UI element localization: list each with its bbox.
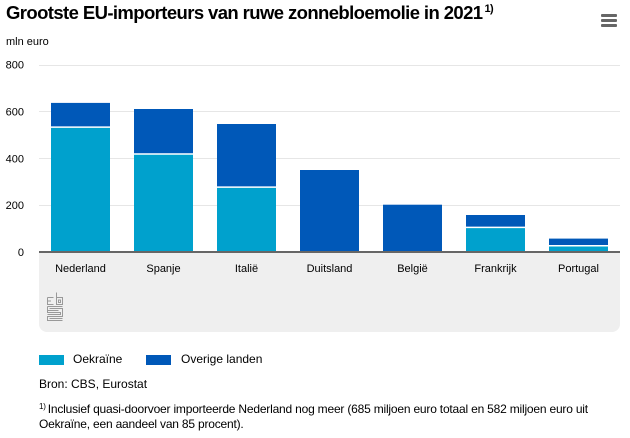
bar-overige-landen-belgië[interactable] bbox=[383, 204, 442, 252]
chart-svg: 0 200 400 600 800 Nederland Spanje Italië Duits… bbox=[6, 60, 620, 332]
bar-overige-landen-nederland[interactable] bbox=[51, 102, 110, 127]
x-axis-panel bbox=[39, 253, 620, 332]
title-footnote-marker: 1) bbox=[484, 3, 494, 15]
chart-title: Grootste EU-importeurs van ruwe zonneblo… bbox=[6, 2, 494, 24]
legend-swatch-overige-landen bbox=[146, 355, 171, 365]
source-text: Bron: CBS, Eurostat bbox=[39, 377, 148, 391]
bar-oekraine-spanje[interactable] bbox=[134, 154, 193, 252]
x-tick-label: België bbox=[397, 263, 428, 275]
hamburger-menu-icon[interactable] bbox=[600, 13, 619, 28]
y-tick-label: 400 bbox=[6, 153, 24, 165]
x-tick-label: Duitsland bbox=[307, 263, 353, 275]
bar-overige-landen-duitsland[interactable] bbox=[300, 170, 359, 252]
bar-oekraine-nederland[interactable] bbox=[51, 127, 110, 252]
legend-swatch-oekraine bbox=[39, 355, 64, 365]
y-tick-label: 200 bbox=[6, 200, 24, 212]
y-tick-label: 0 bbox=[18, 247, 24, 259]
bar-overige-landen-italië[interactable] bbox=[217, 124, 276, 187]
bar-overige-landen-spanje[interactable] bbox=[134, 109, 193, 154]
x-tick-label: Nederland bbox=[55, 263, 106, 275]
x-tick-label: Frankrijk bbox=[474, 263, 517, 275]
x-axis-panel-top bbox=[39, 253, 620, 263]
bar-oekraine-frankrijk[interactable] bbox=[466, 227, 525, 252]
x-tick-label: Spanje bbox=[146, 263, 180, 275]
bar-oekraine-italië[interactable] bbox=[217, 187, 276, 252]
cbs-logo-icon bbox=[47, 292, 63, 321]
footnote-marker: 1) bbox=[39, 402, 46, 411]
x-tick-label: Italië bbox=[235, 263, 258, 275]
bar-overige-landen-portugal[interactable] bbox=[549, 238, 608, 246]
footnote-text: Inclusief quasi-doorvoer importeerde Ned… bbox=[39, 402, 588, 431]
y-tick-label: 600 bbox=[6, 106, 24, 118]
bar-oekraine-portugal[interactable] bbox=[549, 245, 608, 252]
footnote: 1) Inclusief quasi-doorvoer importeerde N… bbox=[39, 399, 624, 432]
legend-label-overige-landen: Overige landen bbox=[181, 352, 263, 366]
bar-overige-landen-frankrijk[interactable] bbox=[466, 215, 525, 228]
x-tick-label: Portugal bbox=[558, 263, 599, 275]
legend-label-oekraine: Oekraïne bbox=[73, 352, 123, 366]
y-tick-label: 800 bbox=[6, 60, 24, 72]
y-axis-unit-label: mln euro bbox=[6, 36, 49, 48]
chart-title-text: Grootste EU-importeurs van ruwe zonneblo… bbox=[6, 2, 483, 23]
